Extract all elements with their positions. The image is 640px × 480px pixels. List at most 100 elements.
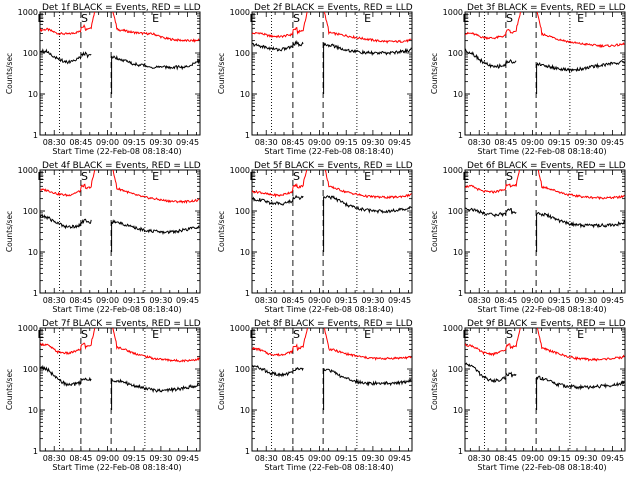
x-tick-label: 08:45 <box>281 138 304 147</box>
x-tick-label: 09:00 <box>96 454 119 463</box>
panel-title: Det 1f BLACK = Events, RED = LLD <box>42 3 201 13</box>
y-tick-label: 1 <box>245 289 250 298</box>
marker-letter: E <box>462 328 469 341</box>
x-tick-label: 09:30 <box>361 454 384 463</box>
y-tick-label: 100 <box>448 365 463 374</box>
y-tick-label: 1000 <box>443 324 463 333</box>
marker-letter: E <box>249 12 256 25</box>
x-tick-label: 09:15 <box>548 454 571 463</box>
marker-letter: S <box>506 12 513 25</box>
marker-letter: S <box>506 170 513 183</box>
y-tick-label: 1000 <box>230 8 250 17</box>
x-tick-label: 08:30 <box>43 296 66 305</box>
y-axis-label: Counts/sec <box>430 369 439 410</box>
lld-series-line <box>40 328 200 363</box>
panel-det-9: Det 9f BLACK = Events, RED = LLD 1 10 100 10… <box>430 319 626 472</box>
marker-letter: E <box>364 170 371 183</box>
plot-frame <box>39 327 201 452</box>
y-axis-label: Counts/sec <box>430 53 439 94</box>
y-tick-label: 1000 <box>443 166 463 175</box>
x-tick-label: 09:45 <box>176 454 199 463</box>
y-tick-label: 10 <box>453 248 463 257</box>
marker-letter: E <box>462 170 469 183</box>
y-axis-label: Counts/sec <box>5 53 14 94</box>
x-tick-label: 09:00 <box>521 138 544 147</box>
series-group <box>40 170 200 252</box>
panel-title: Det 5f BLACK = Events, RED = LLD <box>254 161 413 171</box>
x-tick-label: 08:30 <box>468 296 491 305</box>
x-tick-label: 08:30 <box>43 454 66 463</box>
lld-series-line <box>40 12 200 43</box>
plot-frame <box>464 327 626 452</box>
panel-title: Det 3f BLACK = Events, RED = LLD <box>467 3 626 13</box>
y-tick-label: 1 <box>245 447 250 456</box>
series-group <box>465 328 625 410</box>
x-tick-label: 09:00 <box>521 454 544 463</box>
x-tick-label: 08:30 <box>468 138 491 147</box>
x-tick-label: 08:45 <box>281 296 304 305</box>
y-tick-label: 10 <box>28 406 38 415</box>
x-axis-title: Start Time (22-Feb-08 08:18:40) <box>52 463 181 472</box>
panel-title: Det 4f BLACK = Events, RED = LLD <box>42 161 201 171</box>
x-axis-title: Start Time (22-Feb-08 08:18:40) <box>264 147 393 156</box>
marker-letter: E <box>364 328 371 341</box>
x-tick-label: 08:30 <box>255 296 278 305</box>
series-group <box>252 328 412 410</box>
y-tick-label: 1 <box>33 447 38 456</box>
series-group <box>40 328 200 410</box>
events-series-line <box>465 362 625 410</box>
x-axis-title: Start Time (22-Feb-08 08:18:40) <box>264 305 393 314</box>
marker-letter: S <box>506 328 513 341</box>
x-tick-label: 09:30 <box>149 296 172 305</box>
marker-letter: S <box>293 328 300 341</box>
y-tick-label: 100 <box>23 207 38 216</box>
marker-letter: E <box>152 12 159 25</box>
x-tick-label: 08:30 <box>468 454 491 463</box>
lld-series-line <box>465 170 625 201</box>
marker-letter: E <box>364 12 371 25</box>
panel-det-8: Det 8f BLACK = Events, RED = LLD 1 10 100 10… <box>217 319 413 472</box>
y-axis-label: Counts/sec <box>5 211 14 252</box>
panel-title: Det 6f BLACK = Events, RED = LLD <box>467 161 626 171</box>
series-group <box>465 170 625 252</box>
marker-letter: E <box>577 170 584 183</box>
x-axis-title: Start Time (22-Feb-08 08:18:40) <box>477 305 606 314</box>
y-tick-label: 100 <box>235 207 250 216</box>
plot-frame <box>251 169 413 294</box>
marker-letter: S <box>293 170 300 183</box>
y-axis-label: Counts/sec <box>217 53 226 94</box>
marker-letter: E <box>462 12 469 25</box>
x-tick-label: 09:30 <box>361 138 384 147</box>
y-tick-label: 1 <box>245 131 250 140</box>
events-series-line <box>252 194 412 252</box>
lld-series-line <box>252 170 412 200</box>
y-axis-label: Counts/sec <box>5 369 14 410</box>
y-tick-label: 1000 <box>18 166 38 175</box>
y-tick-label: 1 <box>33 131 38 140</box>
y-tick-label: 1 <box>33 289 38 298</box>
x-tick-label: 09:00 <box>96 296 119 305</box>
panel-det-2: Det 2f BLACK = Events, RED = LLD 1 10 100 10… <box>217 3 413 156</box>
x-axis-title: Start Time (22-Feb-08 08:18:40) <box>477 463 606 472</box>
marker-letter: E <box>249 328 256 341</box>
panel-det-3: Det 3f BLACK = Events, RED = LLD 1 10 100 10… <box>430 3 626 156</box>
events-series-line <box>252 40 412 94</box>
events-series-line <box>40 364 200 410</box>
x-tick-label: 09:15 <box>123 296 146 305</box>
marker-letter: S <box>293 12 300 25</box>
events-series-line <box>252 364 412 410</box>
x-tick-label: 09:45 <box>601 296 624 305</box>
x-tick-label: 09:00 <box>308 454 331 463</box>
lld-series-line <box>252 12 412 44</box>
x-tick-label: 09:30 <box>149 138 172 147</box>
y-axis-label: Counts/sec <box>217 369 226 410</box>
events-series-line <box>40 213 200 252</box>
marker-letter: E <box>577 12 584 25</box>
panel-title: Det 8f BLACK = Events, RED = LLD <box>254 319 413 329</box>
marker-letter: S <box>81 170 88 183</box>
y-tick-label: 100 <box>23 49 38 58</box>
lld-series-line <box>465 12 625 49</box>
x-axis-title: Start Time (22-Feb-08 08:18:40) <box>52 305 181 314</box>
y-tick-label: 1000 <box>443 8 463 17</box>
